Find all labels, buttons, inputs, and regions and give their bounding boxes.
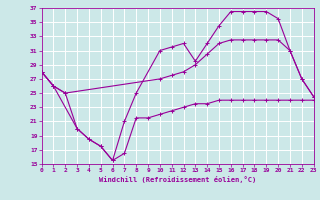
X-axis label: Windchill (Refroidissement éolien,°C): Windchill (Refroidissement éolien,°C) bbox=[99, 176, 256, 183]
